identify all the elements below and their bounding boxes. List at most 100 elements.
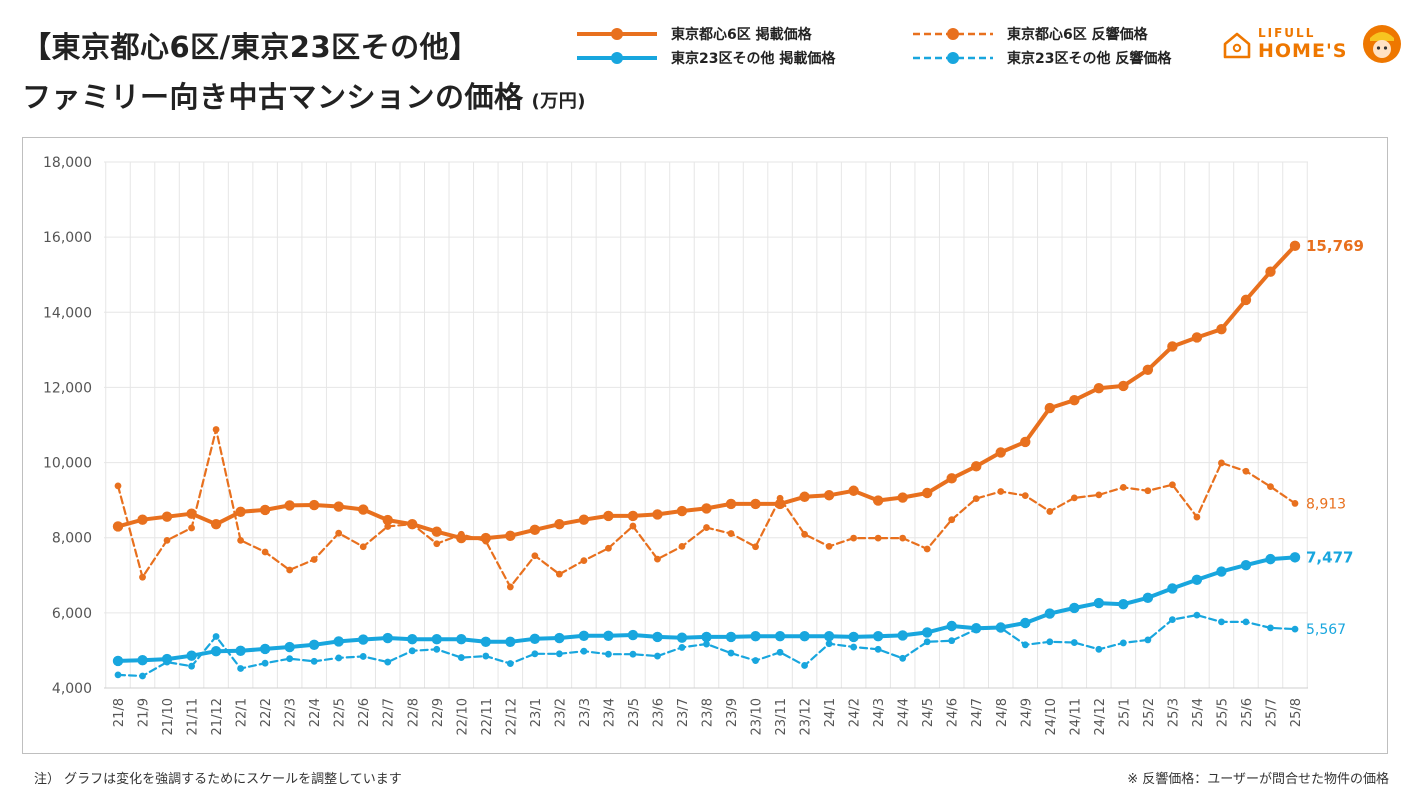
data-point [1070, 639, 1078, 646]
x-tick-label: 21/12 [210, 698, 225, 735]
data-point [456, 633, 467, 645]
x-tick-label: 25/6 [1240, 698, 1255, 727]
data-point [480, 636, 492, 647]
data-point [506, 583, 514, 591]
end-value-label: 8,913 [1306, 496, 1346, 512]
data-point [382, 514, 393, 526]
data-point [823, 490, 835, 501]
data-point [972, 495, 980, 503]
data-point [259, 643, 271, 655]
x-tick-label: 24/4 [897, 698, 912, 727]
data-point [627, 629, 639, 641]
data-point [725, 631, 737, 643]
x-tick-label: 25/5 [1215, 698, 1230, 727]
data-point [286, 655, 294, 663]
x-tick-label: 22/11 [480, 698, 495, 735]
data-point [382, 632, 393, 644]
series-line [116, 243, 1297, 541]
data-point [823, 630, 835, 642]
data-point [1046, 638, 1054, 646]
x-tick-label: 23/8 [701, 698, 716, 727]
data-point [1267, 624, 1274, 632]
data-point [629, 650, 637, 658]
data-point [652, 509, 663, 520]
x-tick-label: 22/3 [284, 698, 299, 727]
data-point [139, 672, 146, 680]
data-point [212, 633, 220, 640]
data-point [752, 543, 759, 551]
data-point [335, 529, 343, 537]
data-point [505, 636, 516, 647]
data-point [627, 510, 639, 522]
x-tick-label: 22/10 [455, 698, 470, 735]
data-point [703, 524, 710, 531]
data-point [531, 650, 539, 658]
data-point [850, 534, 858, 542]
data-point [1240, 559, 1252, 571]
data-point [750, 630, 761, 642]
y-axis-ticks: 4,000 6,000 8,000 10,000 12,000 14,000 16,000 1… [43, 155, 92, 697]
data-point [1142, 364, 1154, 375]
data-point [897, 630, 908, 641]
x-tick-label: 24/10 [1044, 698, 1059, 735]
data-point [874, 645, 882, 653]
data-point [186, 650, 197, 661]
data-point [921, 627, 933, 638]
x-tick-label: 23/4 [602, 698, 617, 727]
data-point [997, 488, 1005, 495]
data-point [848, 485, 859, 496]
data-point [210, 518, 222, 530]
house-icon [1223, 32, 1251, 59]
chart-title-line2: ファミリー向き中古マンションの価格 (万円) [22, 74, 586, 116]
x-tick-label: 22/4 [308, 698, 323, 727]
data-point [505, 530, 516, 542]
data-point [1095, 645, 1103, 653]
x-tick-label: 23/2 [553, 698, 568, 727]
data-point [139, 573, 146, 581]
data-point [531, 552, 539, 560]
data-point [554, 632, 565, 644]
data-point [1168, 481, 1176, 489]
data-point [554, 518, 565, 530]
data-point [899, 534, 907, 542]
y-tick-label: 8,000 [52, 531, 92, 547]
data-point [161, 653, 173, 665]
end-value-label: 5,567 [1306, 622, 1346, 638]
brand-top-text: LIFULL [1258, 26, 1316, 40]
brand-logo: LIFULL HOME'S [1222, 22, 1402, 68]
data-point [1118, 599, 1129, 610]
data-point [186, 508, 197, 519]
series-2 [112, 552, 1301, 667]
footnote-definition: ※ 反響価格：ユーザーが問合せた物件の価格 [1127, 772, 1389, 787]
x-tick-label: 25/8 [1289, 698, 1304, 727]
data-point [1240, 294, 1252, 306]
data-point [1216, 323, 1227, 335]
data-point [310, 556, 318, 563]
data-point [310, 657, 318, 665]
x-tick-label: 21/9 [137, 698, 152, 727]
data-point [752, 657, 759, 664]
data-point [210, 645, 222, 657]
x-tick-label: 23/12 [799, 698, 814, 735]
data-point [308, 639, 320, 650]
data-point [971, 461, 982, 472]
data-point [1193, 611, 1201, 619]
y-tick-label: 6,000 [52, 606, 92, 622]
data-point [1046, 508, 1054, 515]
data-point [1069, 395, 1080, 406]
data-point [112, 521, 124, 532]
data-point [1119, 639, 1127, 647]
data-point [580, 557, 588, 565]
data-point [1020, 436, 1031, 448]
data-point [1070, 494, 1078, 502]
legend-item-s1: 東京都心6区 掲載価格 [575, 24, 812, 44]
data-point [188, 524, 195, 532]
data-point [506, 660, 514, 667]
end-value-label: 15,769 [1306, 237, 1364, 255]
data-point [1069, 602, 1080, 614]
data-point [995, 622, 1006, 633]
data-point [1168, 616, 1176, 624]
data-point [580, 647, 588, 655]
x-tick-label: 24/12 [1093, 698, 1108, 735]
data-point [358, 504, 369, 515]
